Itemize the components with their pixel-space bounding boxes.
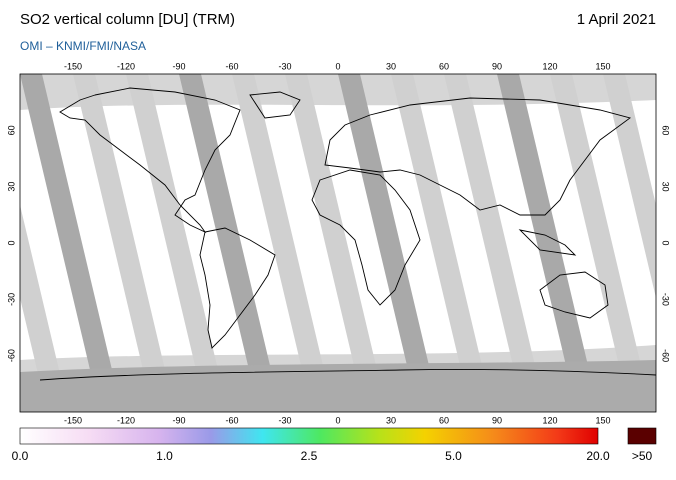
colorbar-label: 0.0 [12, 449, 29, 463]
antarctica [39, 369, 656, 381]
date: 1 April 2021 [577, 11, 656, 28]
lat-label-left: -30 [6, 293, 16, 306]
colorbar-labels: 0.0 1.0 2.5 5.0 20.0 [12, 449, 610, 463]
lon-label-bottom: -30 [278, 415, 291, 425]
lat-label-right: 30 [661, 182, 671, 192]
lon-label-top: 0 [335, 61, 340, 71]
lon-label-bottom: 60 [439, 415, 449, 425]
lon-label-bottom: -90 [172, 415, 185, 425]
lat-label-right: 0 [661, 240, 671, 245]
swath-gap [73, 74, 175, 412]
swath-gap [550, 74, 652, 412]
swath-gap [179, 74, 281, 412]
lon-label-top: -90 [172, 61, 185, 71]
title: SO2 vertical column [DU] (TRM) [20, 11, 235, 28]
lon-label-top: 90 [492, 61, 502, 71]
colorbar-label: 1.0 [156, 449, 173, 463]
lat-label-right: -60 [661, 349, 671, 362]
lon-label-top: 30 [386, 61, 396, 71]
swath-gap [285, 74, 387, 412]
orbit-swaths [20, 74, 656, 412]
colorbar-label: 20.0 [586, 449, 610, 463]
lon-label-bottom: -60 [225, 415, 238, 425]
lat-label-left: 0 [6, 240, 16, 245]
colorbar [19, 427, 599, 445]
polar-night [20, 360, 656, 412]
lon-label-bottom: 90 [492, 415, 502, 425]
eurasia [324, 97, 632, 216]
lat-label-left: 30 [6, 182, 16, 192]
lon-label-top: -30 [278, 61, 291, 71]
lon-label-bottom: 0 [335, 415, 340, 425]
lon-label-top: 120 [542, 61, 557, 71]
swath-gap [603, 74, 656, 298]
south-america [199, 227, 276, 349]
lon-label-bottom: -150 [64, 415, 82, 425]
swath-gap [20, 204, 69, 412]
graticule-labels: -150 -150 -120 -120 -90 -90 -60 -60 -30 -30 0 0 30 30… [6, 61, 670, 425]
lon-label-bottom: 30 [386, 415, 396, 425]
swath-gap [444, 74, 546, 412]
map-frame [19, 73, 657, 413]
lon-label-bottom: 120 [542, 415, 557, 425]
credit: OMI – KNMI/FMI/NASA [20, 39, 146, 53]
coastlines [39, 87, 656, 381]
swath-gap [126, 74, 228, 412]
lon-label-top: 150 [595, 61, 610, 71]
lon-label-top: -60 [225, 61, 238, 71]
lon-label-top: 60 [439, 61, 449, 71]
greenland [249, 91, 301, 119]
colorbar-overflow [627, 427, 657, 445]
lat-label-right: -30 [661, 293, 671, 306]
lon-label-top: -120 [117, 61, 135, 71]
colorbar-label: 5.0 [445, 449, 462, 463]
colorbar-label: 2.5 [301, 449, 318, 463]
africa [311, 169, 421, 306]
swath-gap [20, 74, 122, 412]
australia [539, 271, 609, 319]
lon-label-bottom: -120 [117, 415, 135, 425]
swath-gap [338, 74, 440, 412]
lat-label-left: 60 [6, 125, 16, 135]
lat-label-right: 60 [661, 125, 671, 135]
swath-gap [391, 74, 493, 412]
lon-label-top: -150 [64, 61, 82, 71]
lon-label-bottom: 150 [595, 415, 610, 425]
map [20, 74, 656, 412]
north-america [59, 87, 241, 234]
colorbar-overflow-label: >50 [632, 449, 653, 463]
indonesia [518, 229, 577, 256]
swath-gap [232, 74, 334, 412]
swath-gap [497, 74, 599, 412]
lat-label-left: -60 [6, 349, 16, 362]
